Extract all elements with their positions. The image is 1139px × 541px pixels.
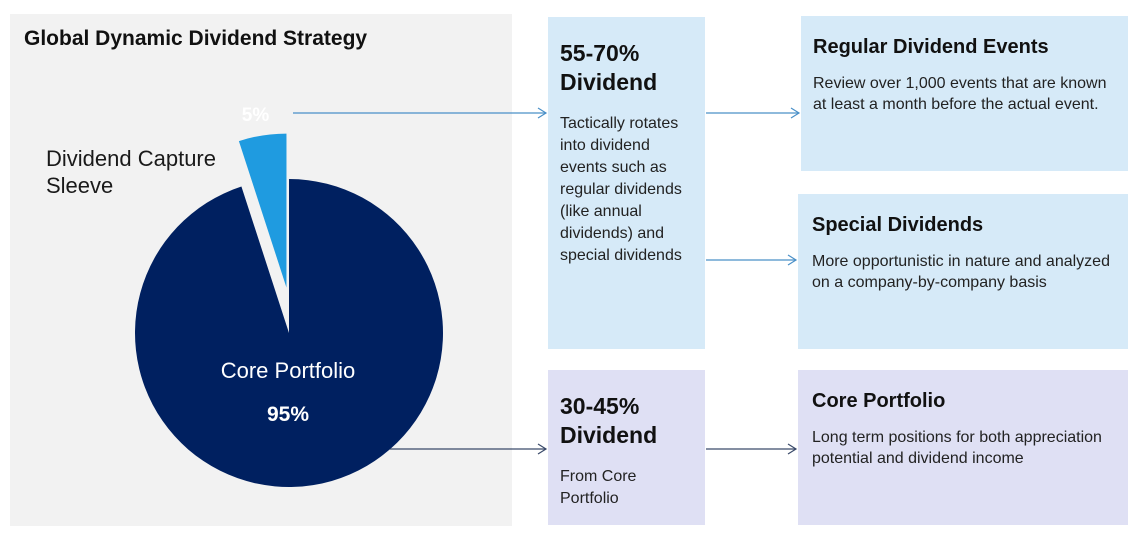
- special-dividend-box: Special Dividends More opportunistic in …: [798, 194, 1128, 349]
- regular-dividend-body: Review over 1,000 events that are known …: [813, 75, 1107, 113]
- page-title: Global Dynamic Dividend Strategy: [24, 27, 368, 50]
- core-percent-label: 95%: [266, 403, 310, 426]
- sleeve-yield-body: Tactically rotates into dividend events …: [560, 115, 682, 264]
- regular-dividend-box: Regular Dividend Events Review over 1,00…: [801, 16, 1128, 171]
- pie-slice-core-portfolio: [134, 179, 443, 487]
- sleeve-yield-box: 55-70% Dividend Tactically rotates into …: [548, 17, 705, 349]
- core-yield-box: 30-45% Dividend From Core Portfolio: [548, 370, 705, 525]
- sleeve-yield-heading: 55-70% Dividend: [560, 40, 658, 95]
- core-portfolio-box: Core Portfolio Long term positions for b…: [798, 370, 1128, 525]
- special-dividend-body: More opportunistic in nature and analyze…: [812, 253, 1110, 291]
- core-label: Core Portfolio: [220, 358, 356, 383]
- core-yield-heading: 30-45% Dividend: [560, 393, 658, 448]
- core-portfolio-body: Long term positions for both appreciatio…: [812, 429, 1102, 467]
- regular-dividend-heading: Regular Dividend Events: [813, 36, 1049, 58]
- special-dividend-heading: Special Dividends: [812, 214, 984, 236]
- pie-slice-dividend-capture-sleeve: [238, 133, 287, 288]
- core-yield-body: From Core Portfolio: [560, 468, 637, 507]
- sleeve-percent-label: 5%: [241, 105, 270, 126]
- sleeve-label: Dividend Capture Sleeve: [46, 146, 216, 198]
- core-portfolio-heading: Core Portfolio: [812, 390, 946, 412]
